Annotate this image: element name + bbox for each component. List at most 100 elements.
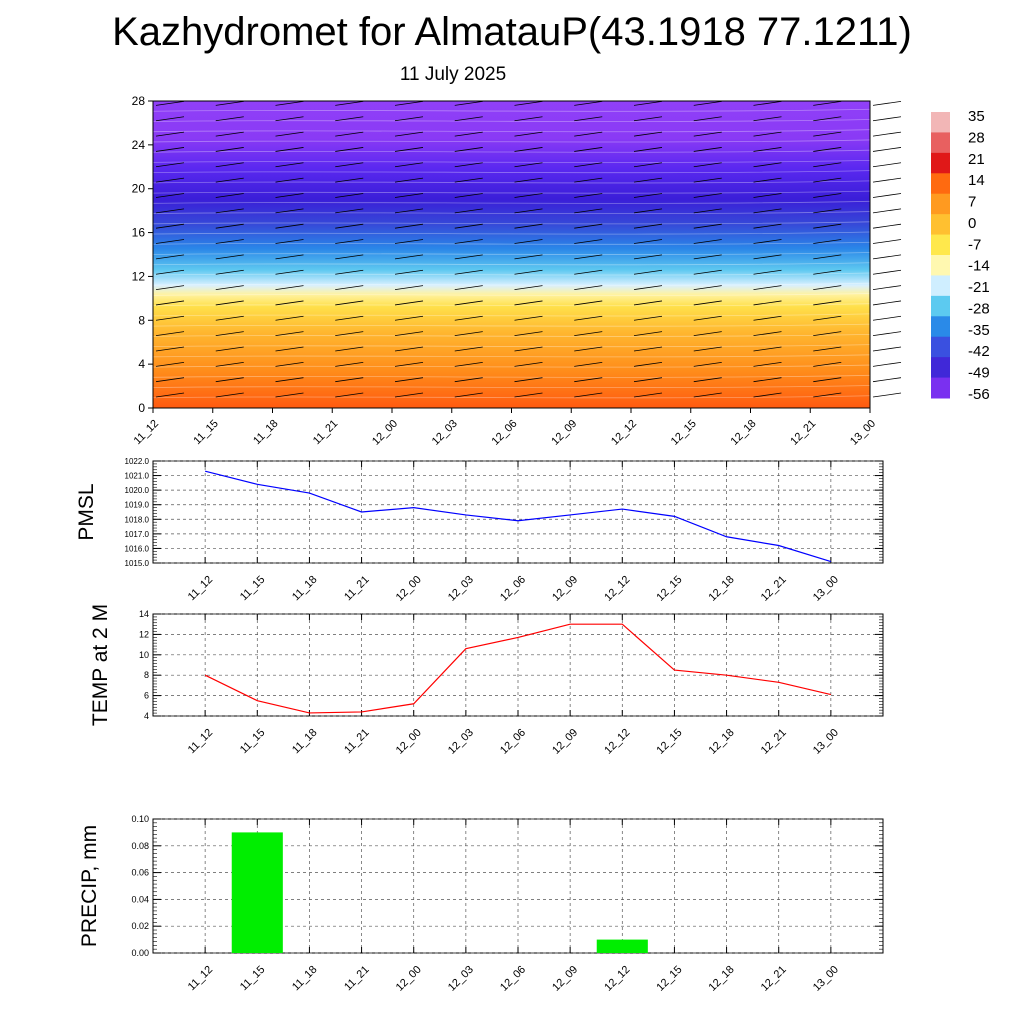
bar	[231, 832, 283, 953]
x-tick-label: 11_12	[132, 418, 162, 448]
wind-barb	[215, 131, 244, 137]
wind-barb	[693, 392, 722, 398]
contour-line	[152, 395, 871, 399]
wind-barb	[454, 254, 483, 260]
wind-barb	[454, 300, 483, 306]
colorbar-swatch	[931, 357, 950, 379]
wind-barb	[155, 315, 185, 321]
y-tick-label: 4	[138, 357, 145, 371]
wind-barb	[633, 346, 663, 352]
wind-barb	[275, 223, 304, 229]
x-tick-label: 11_18	[290, 727, 320, 757]
temp-panel: 4 6 8 10 12 14 11_12 11_15 11_18 11_21 12_00 12_03 1…	[89, 604, 884, 757]
heatmap-field	[153, 101, 870, 408]
wind-barb	[215, 346, 244, 352]
colorbar-label: -7	[968, 236, 981, 253]
wind-barb	[335, 162, 364, 168]
wind-barb	[753, 100, 782, 106]
colorbar-swatch	[931, 193, 950, 215]
wind-barb	[753, 315, 782, 321]
x-tick-label: 12_00	[370, 418, 400, 448]
x-tick-label: 12_03	[430, 418, 460, 448]
wind-barb	[633, 162, 663, 168]
wind-barb	[693, 254, 722, 260]
wind-barb	[335, 223, 364, 229]
wind-barb	[394, 193, 424, 198]
wind-barb	[215, 361, 244, 367]
wind-barb	[693, 269, 722, 275]
y-tick-label: 24	[132, 138, 146, 152]
wind-barb	[872, 223, 902, 229]
wind-barb	[872, 269, 902, 275]
wind-barb	[753, 131, 782, 137]
contour-line	[152, 333, 871, 337]
x-tick-label: 11_15	[191, 418, 221, 448]
wind-barb	[155, 147, 185, 152]
wind-barb	[574, 377, 603, 383]
colorbar-label: -42	[968, 343, 990, 360]
wind-barb	[215, 331, 244, 337]
wind-barb	[693, 331, 722, 337]
wind-barb	[574, 392, 603, 398]
wind-barb	[394, 239, 424, 244]
colorbar-swatch	[931, 275, 950, 297]
wind-barb	[335, 269, 364, 275]
wind-barb	[514, 285, 543, 290]
wind-barb	[574, 331, 603, 337]
wind-barb	[335, 100, 364, 106]
y-tick-label: 12	[132, 269, 146, 283]
colorbar-label: 0	[968, 215, 976, 232]
wind-barb	[514, 254, 543, 260]
wind-barb	[693, 346, 722, 352]
colorbar-swatch	[931, 255, 950, 276]
wind-barb	[574, 239, 603, 244]
colorbar-label: 21	[968, 151, 985, 168]
wind-barb	[335, 346, 364, 352]
y-tick-label: 20	[132, 182, 146, 196]
wind-barb	[813, 100, 842, 106]
wind-barb	[753, 208, 782, 214]
wind-barb	[394, 285, 424, 290]
y-axis-label: TEMP at 2 M	[89, 604, 112, 726]
contour-line	[152, 344, 871, 348]
contour-line	[152, 241, 871, 245]
wind-barb	[813, 208, 842, 214]
wind-barb	[633, 361, 663, 367]
wind-barb	[275, 361, 304, 367]
x-tick-label: 11_12	[186, 574, 216, 604]
y-tick-label: 1020.0	[125, 486, 150, 495]
colorbar-label: 28	[968, 129, 985, 146]
wind-barb	[813, 223, 842, 229]
wind-barb	[753, 392, 782, 398]
wind-barb	[215, 392, 244, 398]
wind-barb	[335, 331, 364, 337]
x-tick-label: 12_09	[550, 964, 580, 994]
wind-barb	[753, 254, 782, 260]
colorbar-swatch	[931, 214, 950, 236]
colorbar-label: 14	[968, 172, 985, 189]
wind-barb	[753, 377, 782, 383]
x-tick-label: 12_12	[602, 727, 632, 757]
y-tick-label: 1021.0	[125, 472, 150, 481]
x-tick-label: 12_03	[446, 727, 476, 757]
wind-barb	[574, 208, 603, 214]
wind-barb	[813, 177, 842, 183]
x-tick-label: 12_21	[788, 418, 818, 448]
wind-barb	[813, 377, 842, 383]
wind-barb	[215, 208, 244, 214]
contour-line	[152, 119, 871, 122]
wind-barb	[155, 193, 185, 198]
wind-barb	[454, 285, 483, 290]
wind-barb	[633, 300, 663, 306]
wind-barb	[693, 193, 722, 198]
x-tick-label: 13_00	[811, 727, 841, 757]
wind-barb	[215, 254, 244, 260]
y-tick-label: 0.06	[131, 868, 149, 878]
wind-barb	[813, 239, 842, 244]
x-tick-label: 12_00	[394, 727, 424, 757]
x-tick-label: 13_00	[848, 418, 878, 448]
wind-barb	[753, 147, 782, 152]
contour-line	[152, 293, 871, 296]
contour-line	[152, 160, 871, 163]
x-tick-label: 12_18	[707, 574, 737, 604]
